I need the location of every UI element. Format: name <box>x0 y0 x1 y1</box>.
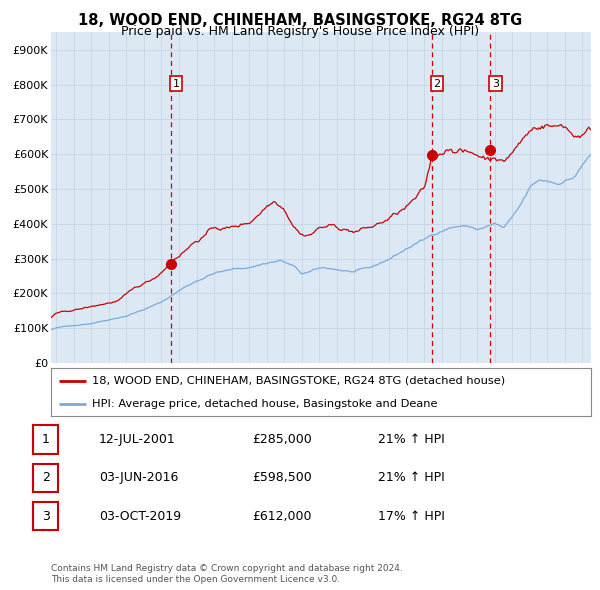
Text: This data is licensed under the Open Government Licence v3.0.: This data is licensed under the Open Gov… <box>51 575 340 584</box>
Text: 17% ↑ HPI: 17% ↑ HPI <box>378 510 445 523</box>
Text: 12-JUL-2001: 12-JUL-2001 <box>99 433 176 446</box>
Text: Contains HM Land Registry data © Crown copyright and database right 2024.: Contains HM Land Registry data © Crown c… <box>51 565 403 573</box>
Text: 3: 3 <box>492 78 499 88</box>
Text: £612,000: £612,000 <box>252 510 311 523</box>
Text: £598,500: £598,500 <box>252 471 312 484</box>
Text: 2: 2 <box>434 78 440 88</box>
Text: 18, WOOD END, CHINEHAM, BASINGSTOKE, RG24 8TG (detached house): 18, WOOD END, CHINEHAM, BASINGSTOKE, RG2… <box>91 376 505 386</box>
Text: 21% ↑ HPI: 21% ↑ HPI <box>378 471 445 484</box>
Text: 18, WOOD END, CHINEHAM, BASINGSTOKE, RG24 8TG: 18, WOOD END, CHINEHAM, BASINGSTOKE, RG2… <box>78 13 522 28</box>
Text: 2: 2 <box>41 471 50 484</box>
Text: Price paid vs. HM Land Registry's House Price Index (HPI): Price paid vs. HM Land Registry's House … <box>121 25 479 38</box>
Text: 03-JUN-2016: 03-JUN-2016 <box>99 471 178 484</box>
Text: 1: 1 <box>41 433 50 446</box>
Text: 3: 3 <box>41 510 50 523</box>
Text: 21% ↑ HPI: 21% ↑ HPI <box>378 433 445 446</box>
Text: HPI: Average price, detached house, Basingstoke and Deane: HPI: Average price, detached house, Basi… <box>91 399 437 409</box>
Text: £285,000: £285,000 <box>252 433 312 446</box>
Text: 1: 1 <box>172 78 179 88</box>
Text: 03-OCT-2019: 03-OCT-2019 <box>99 510 181 523</box>
